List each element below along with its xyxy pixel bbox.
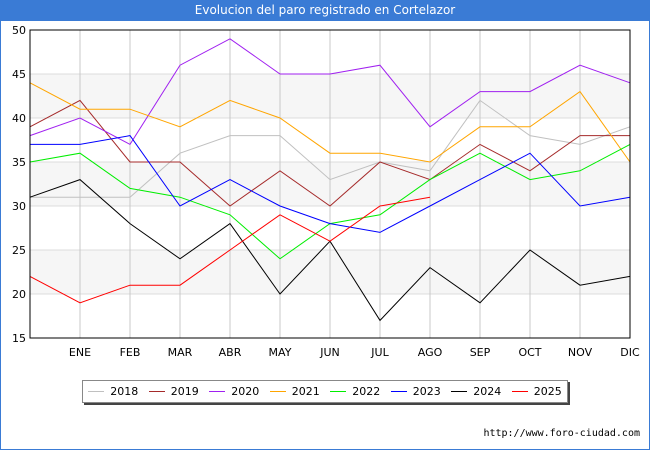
legend-swatch [269,391,286,392]
x-tick-label: OCT [518,346,541,359]
x-tick-label: AGO [418,346,443,359]
x-tick-label: JUN [319,346,340,359]
legend-item-2024: 2024 [451,385,501,398]
chart-title: Evolucion del paro registrado en Cortela… [0,0,650,21]
series-line-2019 [29,99,630,207]
legend-swatch [88,391,105,392]
legend-label: 2022 [352,385,381,398]
series-line-2023 [30,135,631,233]
y-tick-label: 15 [12,332,26,345]
x-tick-label: SEP [470,346,491,359]
x-tick-label: MAR [168,346,193,359]
legend-item-2019: 2019 [148,385,199,398]
legend-item-2018: 2018 [88,385,138,398]
x-tick-label: JUL [370,346,389,359]
legend-label: 2021 [291,385,320,398]
legend-item-2021: 2021 [269,385,320,398]
legend-label: 2023 [412,385,441,398]
legend-label: 2020 [231,385,260,398]
legend-swatch [390,391,407,392]
legend-swatch [511,391,528,392]
y-tick-label: 40 [12,112,26,125]
legend-swatch [330,391,347,392]
legend-label: 2018 [110,385,139,398]
x-tick-label: ENE [69,346,91,359]
legend-swatch [148,391,165,392]
x-tick-label: DIC [620,346,640,359]
x-tick-label: FEB [120,346,141,359]
x-tick-label: MAY [269,346,292,359]
y-tick-label: 35 [12,156,26,169]
legend: 2018 2019 2020 2021 2022 2023 2024 2025 [82,380,568,403]
series-line-2025 [29,196,431,304]
x-tick-label: ABR [219,346,242,359]
legend-label: 2024 [473,385,502,398]
y-tick-label: 30 [12,200,26,213]
series-line-2021 [29,82,631,163]
legend-item-2025: 2025 [511,385,562,398]
legend-item-2020: 2020 [209,385,259,398]
legend-label: 2025 [533,385,562,398]
series-line-2018 [30,99,631,198]
credit-link[interactable]: http://www.foro-ciudad.com [483,428,640,439]
y-tick-label: 50 [12,24,26,37]
series-line-2020 [29,38,631,146]
legend-swatch [209,391,226,392]
y-tick-label: 25 [12,244,26,257]
legend-item-2022: 2022 [330,385,380,398]
legend-item-2023: 2023 [390,385,441,398]
y-tick-label: 45 [12,68,26,81]
y-tick-label: 20 [12,288,26,301]
legend-swatch [451,391,468,392]
plot-border [29,29,631,339]
x-tick-label: NOV [568,346,593,359]
legend-label: 2019 [170,385,199,398]
